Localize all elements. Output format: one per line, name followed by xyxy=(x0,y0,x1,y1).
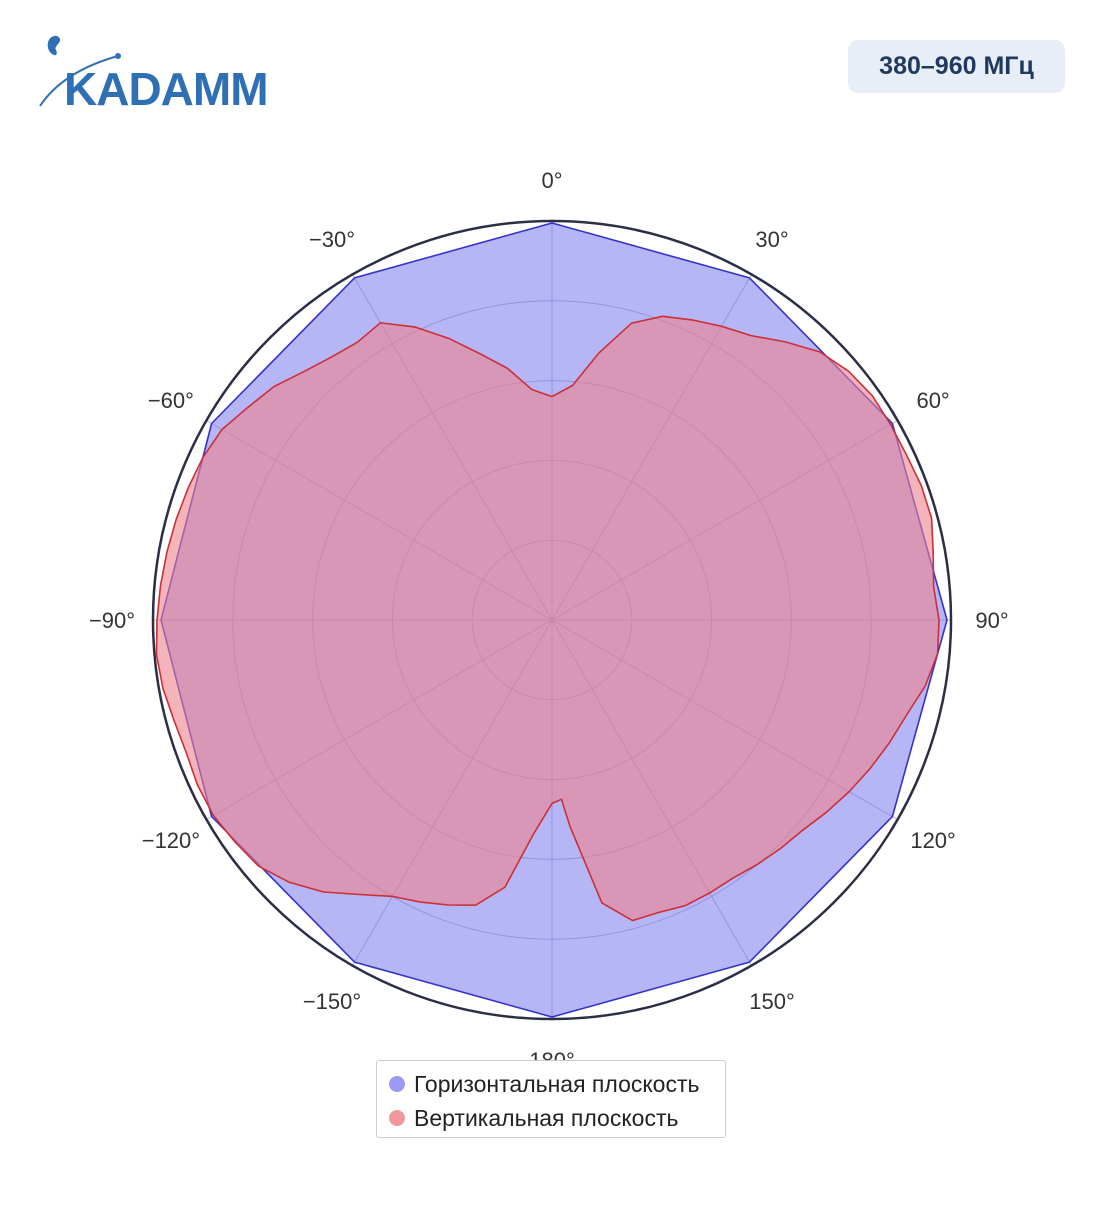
outer-ring xyxy=(151,219,953,1021)
legend-item-horizontal[interactable]: Горизонтальная плоскость xyxy=(377,1067,725,1101)
logo-mark-icon xyxy=(39,35,121,107)
chart-angle-labels: 0°30°60°90°120°150°180°−150°−120°−90°−60… xyxy=(89,168,1009,1073)
legend-marker-horizontal-icon xyxy=(389,1076,405,1092)
angle-tick-label: −150° xyxy=(303,989,361,1014)
company-logo: KADAMM xyxy=(36,32,296,112)
legend-marker-vertical-icon xyxy=(389,1110,405,1126)
angle-tick-label: 150° xyxy=(749,989,795,1014)
chart-series xyxy=(155,222,948,1018)
angle-tick-label: 120° xyxy=(910,828,956,853)
legend-item-vertical[interactable]: Вертикальная плоскость xyxy=(377,1101,725,1135)
angle-tick-label: 90° xyxy=(975,608,1008,633)
angle-tick-label: 0° xyxy=(541,168,562,193)
chart-legend: Горизонтальная плоскость Вертикальная пл… xyxy=(376,1060,726,1138)
legend-label-horizontal: Горизонтальная плоскость xyxy=(414,1070,700,1097)
angle-tick-label: −30° xyxy=(309,227,355,252)
angle-tick-label: 30° xyxy=(755,227,788,252)
angle-tick-label: 60° xyxy=(916,388,949,413)
angle-tick-label: −60° xyxy=(148,388,194,413)
logo-text: KADAMM xyxy=(64,63,269,115)
angle-tick-label: −120° xyxy=(142,828,200,853)
series-vertical xyxy=(155,315,940,922)
legend-label-vertical: Вертикальная плоскость xyxy=(414,1104,679,1131)
angle-tick-label: −90° xyxy=(89,608,135,633)
chart-outer-ring xyxy=(151,219,953,1021)
frequency-badge: 380–960 МГц xyxy=(848,40,1065,93)
